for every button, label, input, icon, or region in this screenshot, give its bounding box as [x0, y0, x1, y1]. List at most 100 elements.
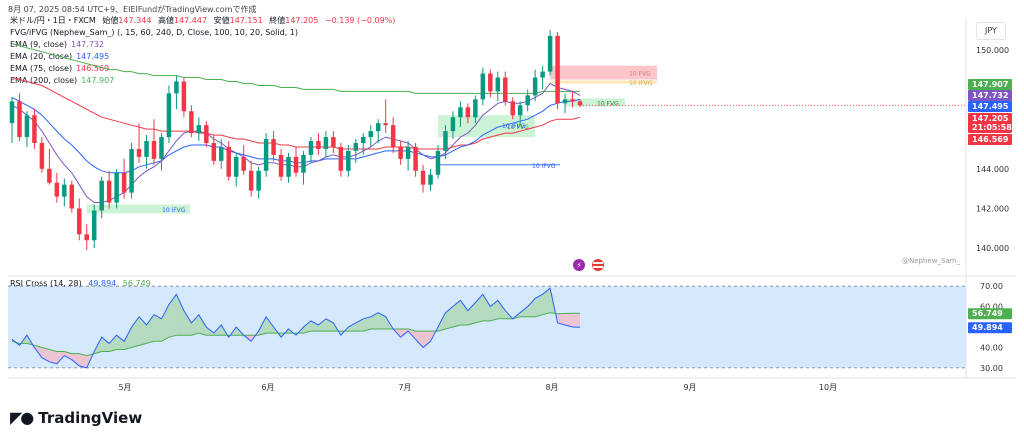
rsi-fill: [452, 300, 461, 327]
rsi-fill: [154, 314, 162, 342]
time-tick-label: 6月: [261, 383, 274, 392]
time-tick-label: 7月: [398, 383, 411, 392]
indicator-ema20-value: 147.495: [76, 52, 110, 61]
price-badge: [968, 134, 1012, 145]
time-tick-label: 9月: [683, 383, 696, 392]
rsi-fill: [116, 335, 125, 350]
candle-body: [301, 154, 306, 173]
rsi-fill: [303, 320, 311, 334]
indicator-ema20[interactable]: EMA (20, close) 147.495: [10, 52, 109, 62]
candle-body: [473, 99, 478, 118]
price-badge: [968, 113, 1012, 124]
rsi-legend[interactable]: RSI Cross (14, 28) 49.894 56.749: [10, 279, 151, 289]
price-badge-label: 147.495: [972, 102, 1009, 111]
rsi-fill: [550, 288, 558, 323]
rsi-fill: [191, 314, 199, 336]
indicator-ema9[interactable]: EMA (9, close) 147.732: [10, 40, 104, 50]
rsi-slow-line: [11, 312, 581, 357]
rsi-fill: [71, 353, 80, 366]
indicator-ema200[interactable]: EMA (200, close) 147.907: [10, 76, 114, 86]
candle-body: [577, 101, 583, 106]
flag-stripe: [593, 266, 603, 268]
indicator-ema75[interactable]: EMA (75, close) 146.569: [10, 64, 109, 74]
us-flag-event-icon: [592, 259, 604, 271]
time-tick-label: 10月: [819, 383, 837, 392]
candle-body: [540, 71, 545, 78]
candle-body: [271, 139, 276, 155]
rsi-fill: [161, 304, 169, 342]
candle-body: [405, 146, 411, 159]
candle-body: [248, 170, 254, 191]
rsi-value-fast: 49.894: [88, 279, 117, 288]
currency-button[interactable]: JPY: [976, 22, 1006, 40]
candle-body: [9, 101, 15, 124]
candle-body: [450, 117, 456, 132]
candle-body: [17, 101, 22, 138]
indicator-fvg[interactable]: FVG/iFVG (Nephew_Sam_) (, 15, 60, 240, D…: [10, 28, 298, 38]
candle-body: [129, 148, 134, 193]
lightning-glyph: ⚡: [576, 261, 582, 270]
candle-body: [84, 234, 89, 241]
rsi-badge: [968, 308, 1012, 320]
rsi-fill: [101, 337, 110, 352]
candle-body: [219, 146, 224, 161]
tradingview-logo[interactable]: ◤● TradingView: [10, 408, 142, 427]
rsi-fill: [318, 318, 326, 332]
candle-body: [62, 184, 67, 197]
candle-body: [398, 146, 403, 159]
candle-body: [338, 146, 344, 171]
candle-body: [547, 35, 553, 72]
price-badge-label: 146.569: [972, 135, 1009, 144]
rsi-fill: [139, 316, 147, 346]
rsi-fill: [415, 331, 424, 348]
candle-body: [293, 156, 299, 173]
candle-body: [189, 111, 194, 134]
rsi-fill: [535, 294, 543, 317]
price-badge: [968, 101, 1012, 112]
candle-body: [211, 143, 217, 161]
candle-body: [368, 131, 373, 138]
candle-body: [562, 99, 568, 104]
rsi-fill: [325, 318, 334, 332]
candle-body: [159, 137, 164, 159]
symbol-ohlc-line: 米ドル/円・1日・FXCM 始値147.344 高値147.447 安値147.…: [10, 16, 395, 26]
price-badge: [968, 79, 1012, 90]
rsi-fill: [109, 335, 117, 352]
rsi-fill: [131, 316, 140, 348]
rsi-fill: [460, 300, 468, 325]
candle-body: [77, 208, 82, 235]
rsi-fast-line: [11, 287, 581, 369]
rsi-fill: [183, 310, 192, 336]
indicator-ema200-value: 147.907: [81, 76, 115, 85]
fvg-zone: [86, 204, 190, 214]
close-label: 終値: [269, 16, 286, 25]
low-value: 147.151: [229, 16, 263, 25]
rsi-fill: [56, 351, 65, 364]
candle-body: [555, 35, 560, 104]
rsi-fill: [266, 316, 274, 334]
rsi-tick-label: 40.00: [980, 343, 1003, 352]
fvg-label: 10 iFVG: [532, 163, 556, 170]
candle-body: [204, 125, 209, 144]
candle-body: [443, 131, 448, 151]
candle-body: [480, 73, 486, 100]
price-tick-label: 144.000: [976, 165, 1009, 174]
rsi-fill: [572, 313, 580, 328]
candle-body: [346, 150, 351, 171]
rsi-value-slow: 56.749: [122, 279, 151, 288]
rsi-badge-label: 49.894: [972, 323, 1003, 332]
rsi-label: RSI Cross (14, 28): [10, 279, 82, 288]
candle-body: [91, 210, 97, 241]
time-tick-label: 5月: [118, 383, 131, 392]
candle-body: [233, 156, 239, 177]
rsi-fill: [557, 313, 566, 325]
indicator-ema20-label: EMA (20, close): [10, 52, 73, 61]
candle-body: [256, 170, 261, 191]
candle-body: [166, 93, 172, 138]
fvg-zone: [565, 98, 625, 107]
candle-body: [32, 115, 37, 144]
indicator-fvg-label: FVG/iFVG (Nephew_Sam_) (, 15, 60, 240, D…: [10, 28, 298, 37]
indicator-ema75-label: EMA (75, close): [10, 64, 73, 73]
candle-body: [316, 141, 321, 149]
